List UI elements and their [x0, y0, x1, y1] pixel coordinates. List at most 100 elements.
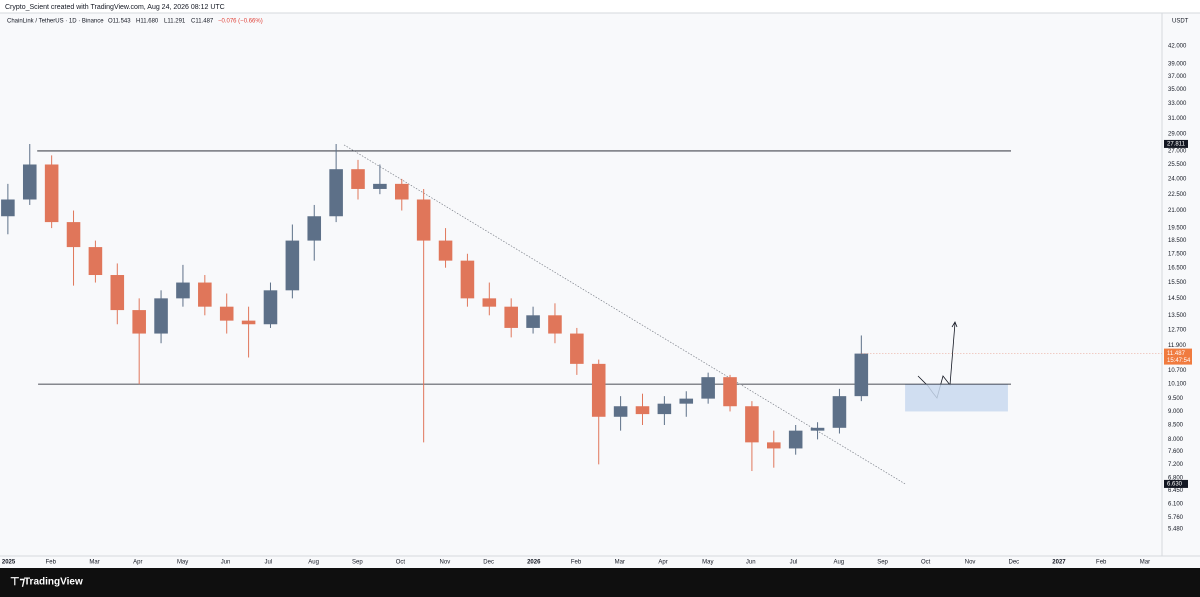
candle-body [504, 306, 518, 328]
x-tick-label: Mar [615, 560, 625, 566]
y-tick-label: 5.480 [1168, 527, 1184, 533]
y-tick-label: 17.500 [1168, 251, 1187, 257]
y-tick-label: 22.500 [1168, 192, 1187, 198]
price-flag [1164, 139, 1188, 148]
y-tick-label: 9.500 [1168, 396, 1184, 402]
y-tick-label: 10.100 [1168, 382, 1187, 388]
x-tick-label: Mar [1140, 560, 1150, 566]
candle-body [1, 199, 15, 217]
candle-body [745, 406, 759, 443]
y-tick-label: 8.500 [1168, 423, 1184, 429]
x-tick-label: May [177, 560, 188, 566]
candle-body [241, 320, 256, 325]
y-tick-label: 8.000 [1168, 437, 1184, 443]
ohlc-high: H11.680 [136, 19, 159, 25]
candle-body [373, 183, 387, 189]
x-tick-label: Nov [440, 560, 451, 566]
last-price-flag [1164, 348, 1192, 365]
candle-body [854, 353, 869, 397]
candle-body [285, 240, 300, 291]
candle-body [263, 290, 278, 325]
symbol: ChainLink / TetherUS · 1D · Binance [7, 19, 104, 25]
y-tick-label: 31.000 [1168, 116, 1187, 122]
x-tick-label: Apr [133, 560, 142, 566]
y-tick-label: 19.500 [1168, 226, 1187, 232]
x-tick-label: Dec [483, 560, 494, 566]
y-tick-label: 12.700 [1168, 327, 1187, 333]
x-tick-label: Apr [658, 560, 667, 566]
y-tick-label: 35.000 [1168, 87, 1187, 93]
trendline [343, 144, 906, 485]
candle-body [723, 377, 737, 407]
x-tick-label: Jul [790, 560, 798, 566]
candle-body [198, 282, 212, 307]
y-tick-label: 15.500 [1168, 280, 1187, 286]
y-tick-label: 24.000 [1168, 176, 1187, 182]
x-tick-label: Feb [46, 560, 57, 566]
x-tick-label: Dec [1009, 560, 1020, 566]
x-tick-label: Jun [221, 560, 231, 566]
footer-icon: ⊤⁊ [10, 576, 26, 588]
candle-body [438, 240, 453, 261]
x-tick-label: 2026 [527, 560, 541, 566]
projection-arrowhead [951, 321, 958, 328]
candle-body [351, 169, 365, 189]
candle-body [219, 306, 234, 321]
ohlc-low: L11.291 [164, 19, 186, 25]
credit: Crypto_Scient created with TradingView.c… [5, 4, 225, 11]
y-tick-label: 21.000 [1168, 208, 1187, 214]
x-tick-label: Mar [89, 560, 99, 566]
candle-body [767, 442, 781, 449]
candle-body [482, 298, 497, 307]
y-tick-label: 18.500 [1168, 238, 1187, 244]
y-tick-label: 7.600 [1168, 449, 1184, 455]
footer [0, 568, 1200, 597]
ohlc-close: C11.487 [191, 19, 214, 25]
y-tick-label: 7.200 [1168, 462, 1184, 468]
x-tick-label: Oct [396, 560, 406, 566]
change: −0.076 (−0.66%) [218, 19, 263, 25]
y-tick-label: 33.000 [1168, 101, 1187, 107]
y-tick-label: 6.800 [1168, 475, 1184, 481]
candle-body [132, 310, 146, 334]
y-tick-label: 25.500 [1168, 162, 1187, 168]
y-tick-label: 6.100 [1168, 501, 1184, 507]
x-tick-label: Feb [1096, 560, 1107, 566]
x-tick-label: Sep [877, 560, 888, 566]
price-flag [1164, 479, 1188, 488]
x-tick-label: Jun [746, 560, 756, 566]
candle-body [176, 282, 190, 299]
footer-logo: TradingView [24, 577, 83, 588]
candle-body [88, 247, 103, 276]
candle-body [570, 333, 584, 364]
y-tick-label: 42.000 [1168, 44, 1187, 50]
last-price-label: 11.487 [1167, 351, 1186, 357]
x-tick-label: Nov [965, 560, 976, 566]
currency: USDT [1172, 19, 1189, 25]
y-tick-label: 16.500 [1168, 265, 1187, 271]
y-tick-label: 14.500 [1168, 296, 1187, 302]
candle-body [416, 199, 431, 241]
y-tick-label: 5.760 [1168, 515, 1184, 521]
candle-body [154, 298, 168, 334]
candle-body [44, 164, 59, 223]
candle-body [329, 169, 343, 217]
y-tick-label: 13.500 [1168, 313, 1187, 319]
y-tick-label: 6.450 [1168, 488, 1184, 494]
candle-body [526, 315, 540, 328]
y-tick-label: 10.700 [1168, 368, 1187, 374]
candle-body [394, 183, 409, 200]
candle-body [110, 275, 125, 311]
x-tick-label: 2025 [2, 560, 16, 566]
y-tick-label: 37.000 [1168, 74, 1187, 80]
x-tick-label: Feb [571, 560, 582, 566]
countdown: 15:47:54 [1167, 358, 1191, 364]
candle-body [66, 222, 81, 248]
x-tick-label: Aug [833, 560, 844, 566]
candle-body [679, 398, 694, 404]
candle-body [832, 396, 847, 428]
x-tick-label: Aug [308, 560, 319, 566]
ohlc-open: O11.543 [108, 19, 131, 25]
